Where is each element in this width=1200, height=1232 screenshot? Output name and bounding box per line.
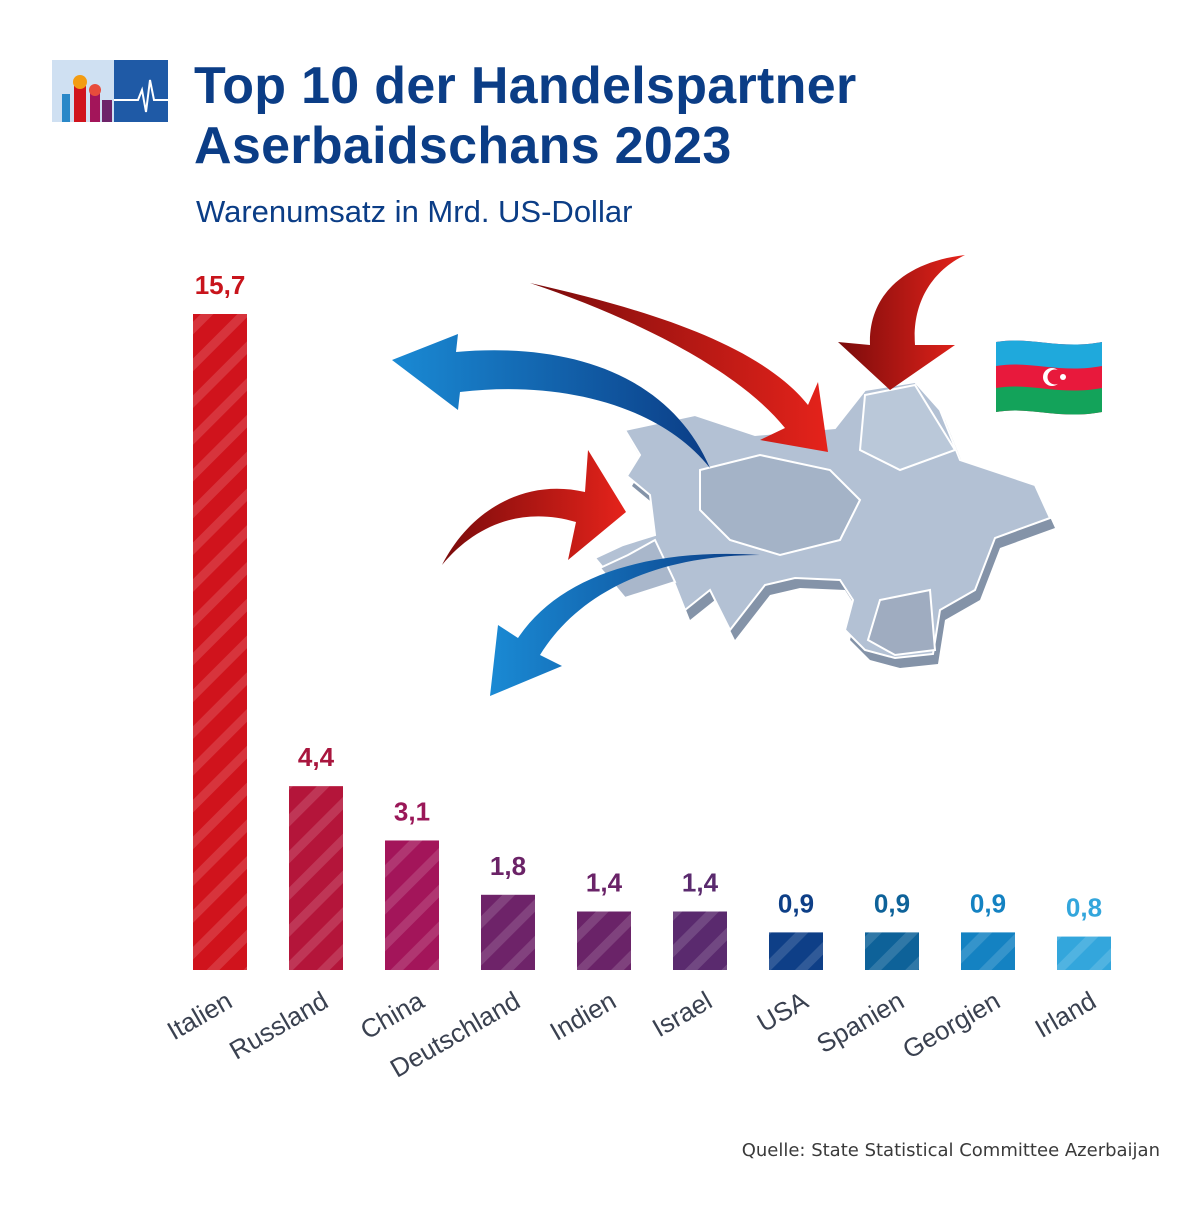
- value-label-georgien: 0,9: [970, 888, 1006, 918]
- category-label-usa: USA: [752, 985, 814, 1038]
- title-line-1: Top 10 der Handelspartner: [194, 57, 857, 115]
- bar-stripes-israel: [673, 911, 727, 970]
- category-label-irland: Irland: [1030, 985, 1101, 1044]
- category-label-italien: Italien: [162, 985, 237, 1046]
- azerbaijan-flag: [996, 340, 1102, 415]
- value-label-china: 3,1: [394, 796, 430, 826]
- category-label-russland: Russland: [224, 985, 333, 1065]
- bar-stripes-deutschland: [481, 894, 535, 970]
- title-line-2: Aserbaidschans 2023: [194, 117, 732, 175]
- import-arrow-icon: [530, 283, 828, 452]
- value-label-spanien: 0,9: [874, 888, 910, 918]
- value-label-italien: 15,7: [195, 270, 246, 300]
- azerbaijan-map: [593, 380, 1055, 668]
- export-arrow-icon: [392, 334, 710, 468]
- value-label-deutschland: 1,8: [490, 851, 526, 881]
- value-labels-group: 15,7 4,4 3,1 1,8 1,4 1,4 0,9 0,9 0,9 0,8: [195, 270, 1102, 923]
- import-arrow-icon: [442, 450, 626, 565]
- export-arrow-icon: [490, 553, 760, 696]
- bar-stripes-spanien: [865, 932, 919, 970]
- source-note: Quelle: State Statistical Committee Azer…: [741, 1140, 1160, 1161]
- bar-stripes-italien: [193, 314, 247, 970]
- logo: [52, 60, 168, 122]
- value-label-russland: 4,4: [298, 742, 335, 772]
- bar-stripes-georgien: [961, 932, 1015, 970]
- value-label-israel: 1,4: [682, 868, 719, 898]
- bar-stripes-china: [385, 840, 439, 970]
- category-label-indien: Indien: [545, 985, 621, 1046]
- bar-stripes-russland: [289, 786, 343, 970]
- bar-stripes-indien: [577, 911, 631, 970]
- value-label-indien: 1,4: [586, 868, 623, 898]
- bar-stripes-irland: [1057, 936, 1111, 970]
- category-label-spanien: Spanien: [811, 985, 909, 1059]
- bars-group: [193, 314, 1111, 970]
- value-label-irland: 0,8: [1066, 893, 1102, 923]
- category-label-georgien: Georgien: [897, 985, 1005, 1064]
- bar-stripes-usa: [769, 932, 823, 970]
- page-title: Top 10 der Handelspartner Aserbaidschans…: [194, 56, 856, 176]
- category-label-china: China: [355, 985, 429, 1045]
- category-label-israel: Israel: [647, 985, 717, 1043]
- import-arrow-icon: [838, 255, 965, 390]
- value-label-usa: 0,9: [778, 888, 814, 918]
- chart-subtitle: Warenumsatz in Mrd. US-Dollar: [196, 194, 633, 229]
- trade-arrows: [392, 255, 965, 696]
